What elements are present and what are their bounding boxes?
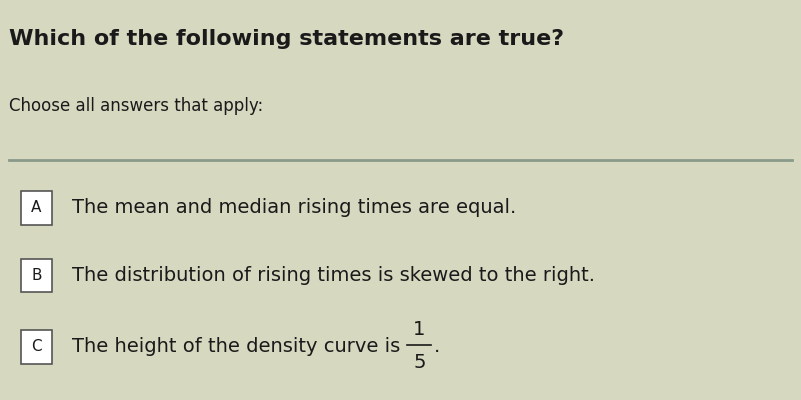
Text: C: C xyxy=(31,340,42,354)
FancyBboxPatch shape xyxy=(22,330,52,364)
Text: 1: 1 xyxy=(413,320,425,338)
Text: The distribution of rising times is skewed to the right.: The distribution of rising times is skew… xyxy=(71,266,594,285)
Text: A: A xyxy=(31,200,42,216)
FancyBboxPatch shape xyxy=(22,258,52,292)
Text: .: . xyxy=(433,338,440,356)
FancyBboxPatch shape xyxy=(22,191,52,225)
Text: The mean and median rising times are equal.: The mean and median rising times are equ… xyxy=(71,198,516,218)
Text: B: B xyxy=(31,268,42,283)
Text: Which of the following statements are true?: Which of the following statements are tr… xyxy=(10,29,565,49)
Text: The height of the density curve is: The height of the density curve is xyxy=(71,338,406,356)
Text: 5: 5 xyxy=(413,353,425,372)
Text: Choose all answers that apply:: Choose all answers that apply: xyxy=(10,97,264,115)
